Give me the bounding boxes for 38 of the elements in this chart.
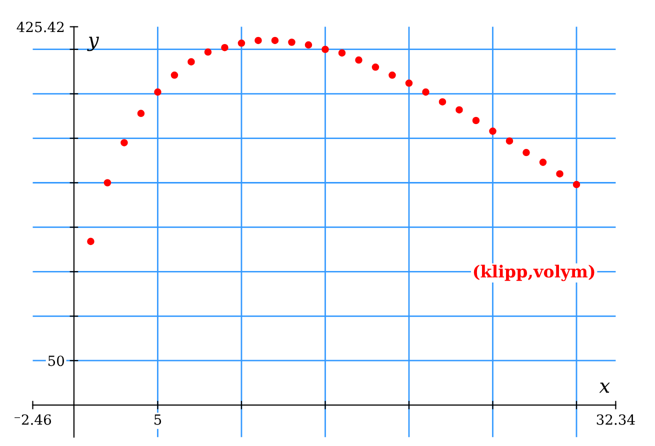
point (355, 56, 362, 64)
point (104, 179, 112, 186)
point (254, 36, 262, 44)
point (271, 36, 279, 44)
point (154, 88, 162, 96)
point (506, 137, 514, 145)
point (170, 72, 178, 79)
point (204, 48, 212, 56)
y-tick-label: 425.42 (16, 22, 64, 32)
point (338, 49, 346, 57)
point (288, 38, 296, 46)
x-tick-label: 32.34 (596, 414, 635, 425)
point (372, 64, 380, 71)
point (304, 41, 312, 49)
point (522, 148, 530, 156)
point (422, 88, 430, 96)
point (188, 58, 195, 66)
point (556, 170, 564, 178)
x-tick-label: ⁻2.46 (14, 414, 52, 425)
x-axis-title: x (599, 382, 610, 393)
x-tick-label: 5 (154, 414, 162, 425)
point (539, 158, 547, 166)
point (489, 128, 496, 135)
point (572, 180, 580, 188)
point (137, 110, 145, 118)
point (405, 80, 413, 87)
point (238, 40, 246, 47)
point (221, 44, 228, 52)
text: (klipp,volym) (474, 264, 594, 282)
y-tick-label: 50 (48, 356, 64, 366)
point (472, 116, 480, 124)
y-axis-title: y (87, 36, 100, 52)
point (87, 238, 94, 246)
point (438, 98, 446, 106)
point (456, 106, 463, 114)
point (388, 72, 396, 79)
point (120, 139, 128, 146)
point (322, 46, 329, 54)
